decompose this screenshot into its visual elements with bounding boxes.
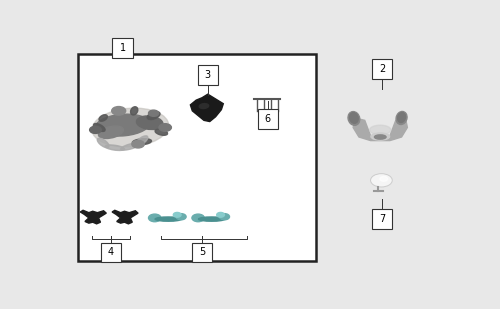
Ellipse shape	[96, 114, 150, 136]
Bar	[258, 109, 278, 129]
Ellipse shape	[120, 143, 140, 150]
Circle shape	[159, 124, 172, 131]
Circle shape	[174, 212, 181, 217]
Circle shape	[380, 176, 388, 181]
Ellipse shape	[370, 125, 391, 135]
Ellipse shape	[396, 112, 407, 125]
Ellipse shape	[155, 217, 182, 221]
Ellipse shape	[136, 136, 148, 145]
Bar	[192, 243, 212, 262]
Bar	[372, 209, 392, 229]
Circle shape	[176, 214, 186, 220]
Circle shape	[112, 107, 126, 115]
Polygon shape	[112, 210, 138, 224]
Ellipse shape	[99, 115, 108, 121]
Polygon shape	[353, 118, 408, 141]
Text: 7: 7	[379, 214, 386, 224]
Circle shape	[90, 126, 101, 133]
Text: 5: 5	[199, 248, 205, 257]
Ellipse shape	[130, 107, 138, 115]
Text: 1: 1	[120, 43, 126, 53]
Ellipse shape	[105, 145, 124, 150]
Ellipse shape	[92, 108, 168, 147]
Ellipse shape	[132, 139, 152, 145]
Circle shape	[132, 140, 144, 148]
Circle shape	[216, 212, 224, 217]
Bar	[372, 59, 392, 79]
Text: 6: 6	[265, 114, 271, 124]
Polygon shape	[80, 210, 106, 224]
Ellipse shape	[374, 135, 386, 139]
Ellipse shape	[371, 133, 390, 140]
Bar	[112, 38, 132, 57]
Circle shape	[148, 110, 158, 116]
Polygon shape	[190, 94, 224, 121]
Ellipse shape	[98, 126, 124, 138]
Ellipse shape	[199, 104, 208, 108]
Ellipse shape	[398, 112, 406, 122]
Circle shape	[370, 174, 392, 187]
Circle shape	[192, 214, 204, 222]
Ellipse shape	[348, 112, 360, 125]
Circle shape	[220, 214, 230, 220]
Ellipse shape	[155, 129, 168, 135]
Bar	[198, 66, 218, 85]
Text: 4: 4	[108, 248, 114, 257]
Ellipse shape	[98, 138, 109, 148]
Ellipse shape	[350, 113, 358, 123]
Ellipse shape	[198, 217, 225, 221]
Bar	[101, 243, 121, 262]
Text: 3: 3	[205, 70, 211, 80]
Circle shape	[148, 214, 161, 222]
Ellipse shape	[136, 116, 163, 129]
Ellipse shape	[94, 124, 105, 131]
Text: 2: 2	[379, 64, 386, 74]
Bar	[78, 54, 316, 261]
Ellipse shape	[147, 112, 160, 120]
